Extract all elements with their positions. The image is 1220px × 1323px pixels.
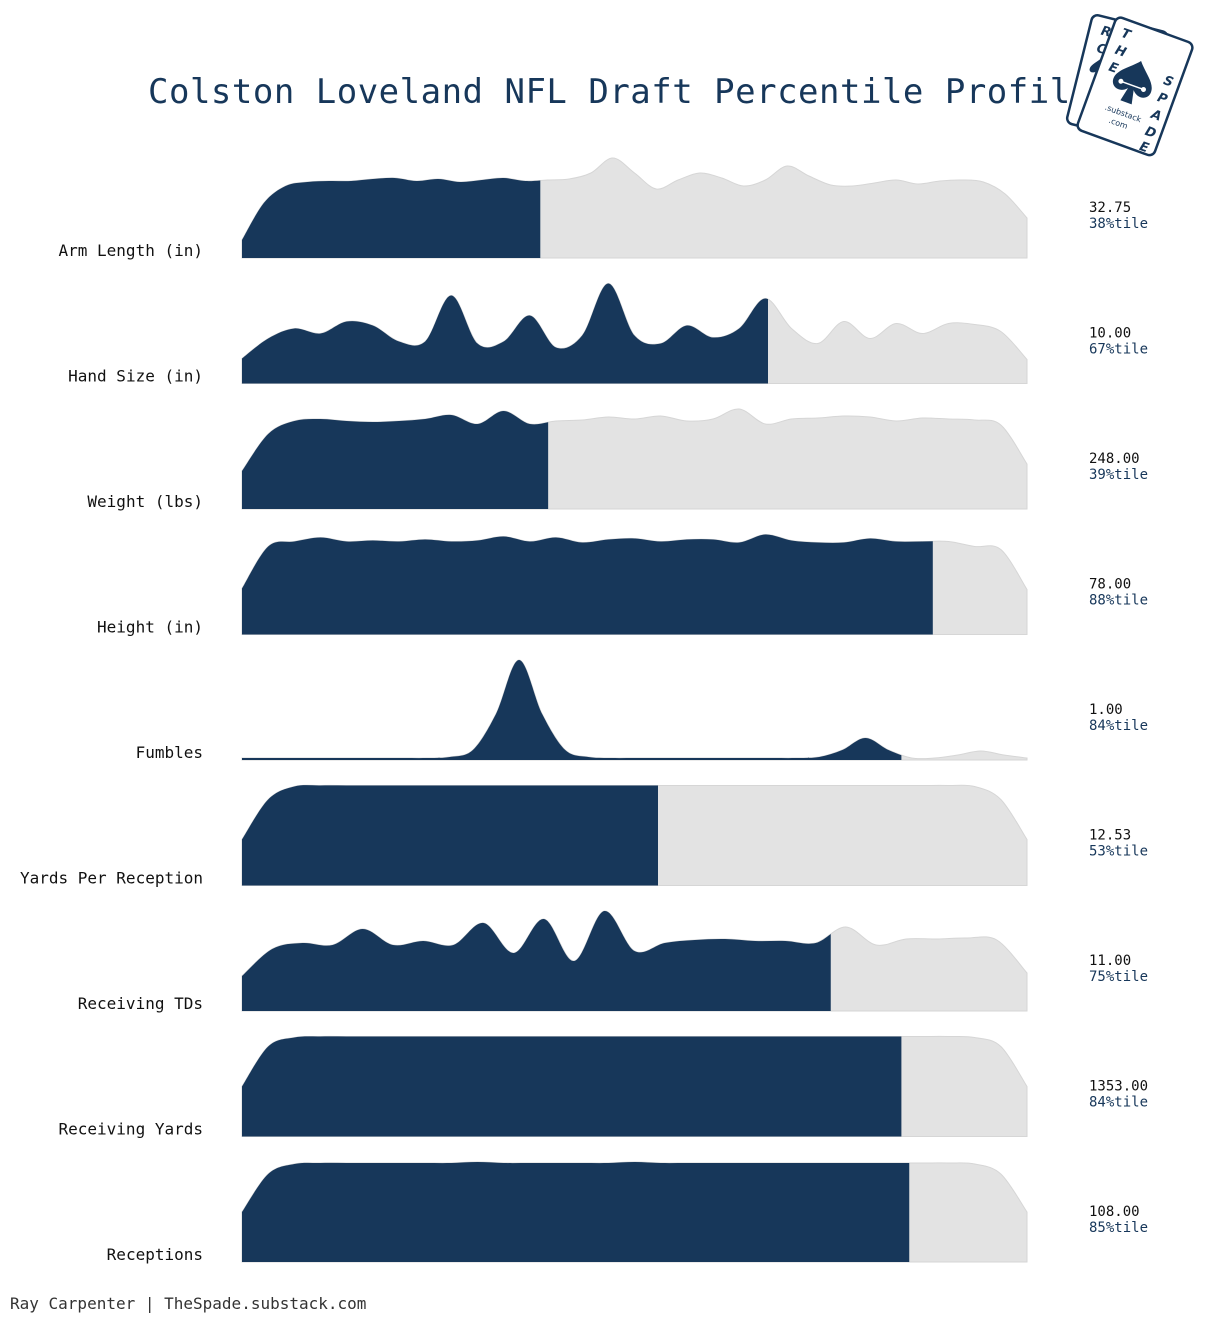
- ridge-percentile: 84%tile: [1089, 1095, 1148, 1111]
- spade-icon: [1112, 60, 1152, 105]
- ridge-percentile: 75%tile: [1089, 969, 1148, 985]
- ridge-percentile-area: [242, 1162, 910, 1262]
- footer-credit: Ray Carpenter | TheSpade.substack.com: [10, 1294, 367, 1313]
- ridge-value: 11.00: [1089, 953, 1131, 969]
- ridge-value: 78.00: [1089, 577, 1131, 593]
- ridge-label: Arm Length (in): [59, 241, 204, 260]
- ridge-value: 248.00: [1089, 451, 1140, 467]
- ridge-label: Yards Per Reception: [20, 869, 203, 888]
- ridge-percentile: 38%tile: [1089, 216, 1148, 232]
- ridge-label: Height (in): [97, 618, 203, 637]
- ridge-percentile: 67%tile: [1089, 342, 1148, 358]
- ridge-percentile: 88%tile: [1089, 593, 1148, 609]
- chart-title: Colston Loveland NFL Draft Percentile Pr…: [148, 72, 1092, 112]
- front-card: T H E S P A D E .substack .com: [1076, 16, 1194, 157]
- ridge-value: 10.00: [1089, 326, 1131, 342]
- ridge-percentile-area: [242, 785, 659, 886]
- ridge-value: 108.00: [1089, 1204, 1140, 1220]
- ridge-percentile-area: [242, 910, 831, 1011]
- card-letter-d: D: [1143, 124, 1158, 142]
- ridge-label: Weight (lbs): [87, 492, 203, 511]
- ridge-percentile: 39%tile: [1089, 467, 1148, 483]
- ridge-value: 1.00: [1089, 702, 1123, 718]
- ridge-label: Receptions: [107, 1245, 203, 1264]
- ridge-label: Fumbles: [136, 743, 203, 762]
- spade-line-icon: [1120, 80, 1144, 91]
- ridge-percentile: 53%tile: [1089, 844, 1148, 860]
- the-spade-logo: R C T H E S P A D E .substack .com: [1065, 14, 1194, 157]
- ridge-background-area: [241, 659, 1028, 761]
- ridge-percentile: 85%tile: [1089, 1220, 1148, 1236]
- ridge-percentile-area: [242, 1036, 902, 1137]
- card-letter-h: H: [1113, 43, 1128, 61]
- ridge-label: Receiving Yards: [59, 1120, 204, 1139]
- ridge-percentile-area: [242, 177, 541, 258]
- card-letter-a: A: [1148, 107, 1164, 125]
- ridge-label: Hand Size (in): [68, 367, 203, 386]
- ridge-percentile-area: [242, 283, 768, 384]
- ridge-label: Receiving TDs: [78, 994, 203, 1013]
- ridge-percentile-area: [242, 411, 549, 509]
- spade-dot-left-icon: [1118, 78, 1124, 84]
- ridge-percentile-area: [242, 660, 902, 760]
- ridge-value: 32.75: [1089, 200, 1131, 216]
- ridge-value: 12.53: [1089, 828, 1131, 844]
- ridge-percentile-area: [242, 534, 933, 635]
- ridge-percentile: 84%tile: [1089, 718, 1148, 734]
- spade-dot-right-icon: [1140, 86, 1146, 92]
- ridge-value: 1353.00: [1089, 1079, 1148, 1095]
